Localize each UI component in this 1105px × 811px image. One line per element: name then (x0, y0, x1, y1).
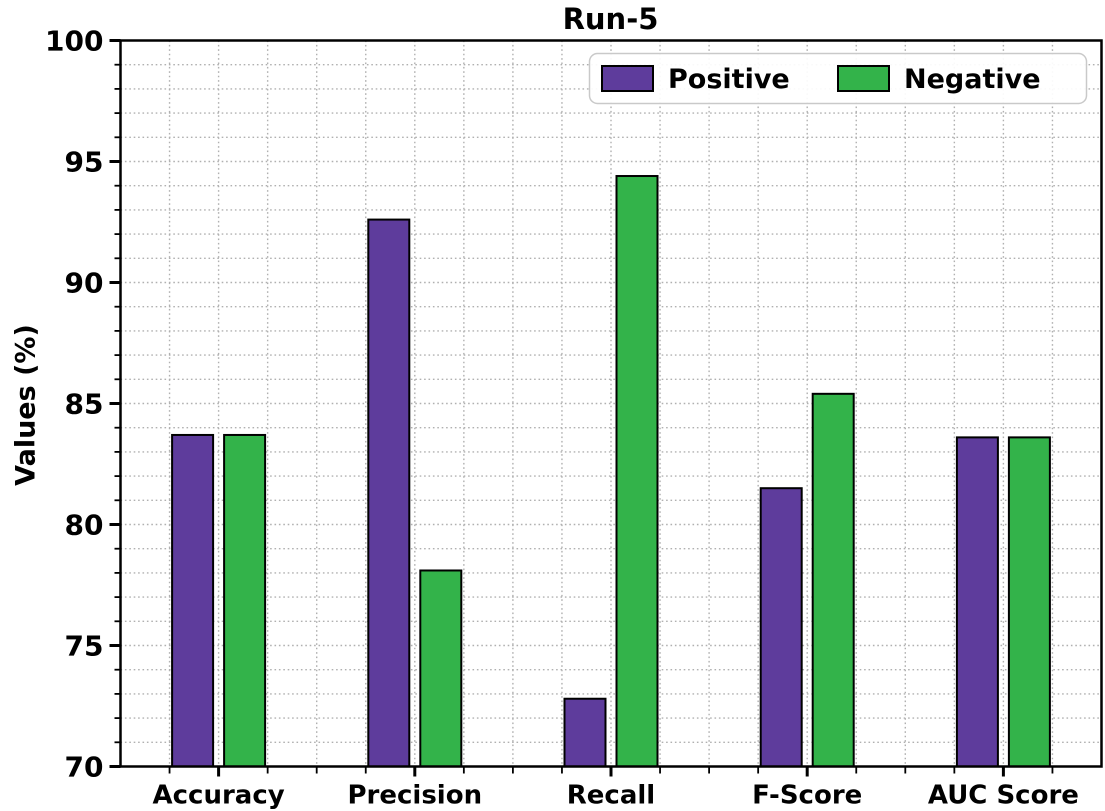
bar-positive-accuracy (171, 433, 215, 768)
bar-negative-precision (419, 569, 463, 768)
x-tick-label-recall: Recall (567, 781, 655, 811)
y-tick-label: 80 (65, 509, 104, 542)
x-tick-label-precision: Precision (347, 781, 482, 811)
chart-title: Run-5 (562, 2, 659, 36)
x-tick-label-f-score: F-Score (752, 781, 862, 811)
bar-negative-recall (615, 175, 659, 768)
legend-label-negative: Negative (904, 64, 1041, 95)
y-tick-label: 85 (65, 388, 104, 421)
y-tick-label: 75 (65, 630, 104, 663)
bar-positive-f-score (759, 487, 803, 768)
y-tick-label: 90 (65, 267, 104, 300)
bar-positive-precision (367, 218, 411, 768)
bar-positive-recall (563, 697, 607, 768)
bar-negative-f-score (811, 392, 855, 768)
legend-label-positive: Positive (668, 64, 790, 95)
bar-negative-accuracy (223, 433, 267, 768)
bar-negative-auc-score (1007, 436, 1051, 768)
y-tick-label: 70 (65, 751, 104, 784)
legend-swatch-negative (837, 65, 890, 92)
x-tick-label-accuracy: Accuracy (153, 781, 285, 811)
y-tick-label: 100 (45, 25, 103, 58)
bar-positive-auc-score (955, 436, 999, 768)
x-tick-label-auc-score: AUC Score (928, 781, 1079, 811)
y-tick-label: 95 (65, 146, 104, 179)
legend-swatch-positive (601, 65, 654, 92)
